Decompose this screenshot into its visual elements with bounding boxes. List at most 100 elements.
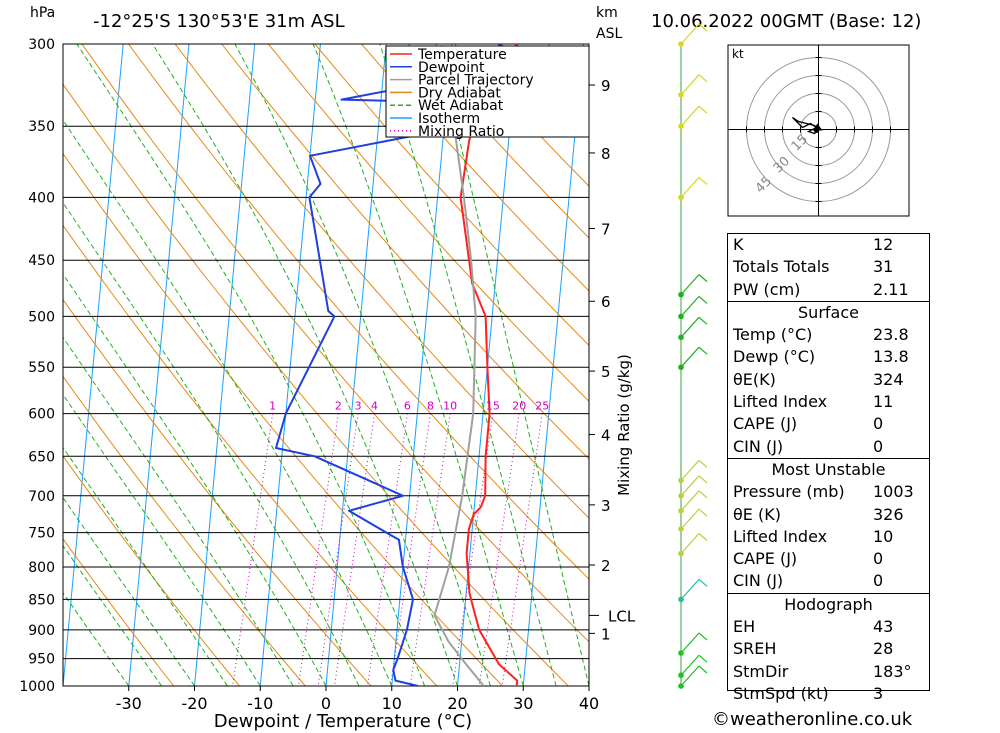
pw-row: PW (cm) 2.11 xyxy=(733,279,909,299)
wet-adiabat-line xyxy=(76,44,426,686)
dry-adiabat-line xyxy=(407,44,589,239)
wind-level-marker xyxy=(678,477,684,484)
pressure-tick-label: 850 xyxy=(28,592,55,608)
wind-barb xyxy=(680,274,700,296)
wind-barb-flag xyxy=(698,74,708,83)
k-index-row: K 12 xyxy=(733,235,894,254)
height-km-label: 5 xyxy=(601,363,611,381)
isotherm-line xyxy=(128,44,190,686)
mixing-ratio-label: 6 xyxy=(404,400,411,413)
legend-label: Mixing Ratio xyxy=(418,124,504,140)
wind-level-marker xyxy=(678,596,684,603)
hodograph-stats-section: Hodograph EH 43 SREH 28 StmDir 183° StmSpd … xyxy=(728,592,929,705)
wind-level-marker xyxy=(678,334,684,341)
mixing-ratio-label: 2 xyxy=(335,400,342,413)
wind-profile xyxy=(678,23,708,689)
mixing-ratio-label: 8 xyxy=(427,400,434,413)
wind-level-marker xyxy=(678,313,684,320)
x-tick-label: 10 xyxy=(382,694,402,713)
surface-title: Surface xyxy=(798,302,859,322)
plot-border xyxy=(62,43,590,687)
height-km-label: 6 xyxy=(601,293,611,311)
legend-label: Parcel Trajectory xyxy=(418,73,534,89)
wind-barb xyxy=(680,632,700,654)
mixing-ratio-line xyxy=(334,413,376,686)
pressure-tick-label: 500 xyxy=(28,309,55,325)
wind-barb-flag xyxy=(698,475,708,484)
wind-level-marker xyxy=(678,508,684,514)
x-tick-label: -20 xyxy=(181,694,207,713)
asl-unit-label: ASL xyxy=(596,26,623,42)
lcl-label: LCL xyxy=(608,607,636,625)
dry-adiabat-line xyxy=(63,537,175,686)
wind-barb xyxy=(680,533,700,554)
pressure-tick-label: 450 xyxy=(28,253,55,269)
legend-label: Dry Adiabat xyxy=(418,85,501,101)
wind-barb xyxy=(680,490,700,512)
hodograph-stats-title: Hodograph xyxy=(784,594,873,614)
wind-barb xyxy=(680,665,700,687)
surface-section: Surface Temp (°C) 23.8 Dewp (°C) 13.8 θE(K… xyxy=(728,300,929,458)
pressure-tick-label: 550 xyxy=(28,360,55,376)
dry-adiabat-line xyxy=(63,224,438,686)
legend-label: Dewpoint xyxy=(418,60,485,76)
wind-barb-flag xyxy=(698,533,708,541)
mixing-ratio-line xyxy=(232,413,274,686)
mixing-ratio-label: 3 xyxy=(355,400,362,413)
wind-level-marker xyxy=(678,493,684,499)
wind-level-marker xyxy=(678,550,684,557)
wind-barb xyxy=(680,508,700,530)
isotherm-line xyxy=(325,44,387,686)
isotherm-line xyxy=(194,44,256,686)
hodograph-trace xyxy=(792,116,819,135)
mixing-ratio-line xyxy=(409,413,451,686)
mixing-ratio-label: 10 xyxy=(443,400,457,413)
wind-barb-flag xyxy=(698,316,708,325)
x-tick-label: -10 xyxy=(247,694,273,713)
pressure-tick-label: 350 xyxy=(28,119,55,135)
plot-frame xyxy=(62,43,590,687)
pressure-tick-label: 600 xyxy=(28,407,55,423)
mixing-ratio-axis-label: Mixing Ratio (g/kg) xyxy=(615,354,633,496)
mixing-ratio-label: 20 xyxy=(512,400,526,413)
x-tick-label: 20 xyxy=(447,694,467,713)
wind-barb-flag xyxy=(698,346,708,355)
most-unstable-section: Most Unstable Pressure (mb) 1003 θE (K) 32… xyxy=(728,457,929,593)
wet-adiabat-line xyxy=(63,496,195,686)
wind-level-marker xyxy=(678,650,684,656)
wet-adiabat-line xyxy=(435,44,589,686)
axes: 3003504004505005506006507007508008509009… xyxy=(19,37,635,732)
parcel-trajectory-line xyxy=(433,44,485,686)
wind-barb xyxy=(680,105,700,127)
wind-barb-flag xyxy=(698,490,708,499)
wind-barb xyxy=(680,346,700,368)
location-title: -12°25'S 130°53'E 31m ASL xyxy=(93,11,345,32)
wet-adiabat-line xyxy=(63,201,360,686)
wind-level-marker xyxy=(678,526,684,532)
wind-barb xyxy=(680,74,700,96)
pressure-tick-label: 950 xyxy=(28,652,55,668)
height-km-label: 2 xyxy=(601,557,611,575)
wind-level-marker xyxy=(678,364,684,371)
hpa-unit-label: hPa xyxy=(30,5,56,21)
wind-barb xyxy=(680,177,700,198)
most-unstable-title: Most Unstable xyxy=(771,459,886,479)
wind-barb-flag xyxy=(698,105,708,114)
totals-row: Totals Totals 31 xyxy=(733,257,894,277)
wind-barb xyxy=(680,475,700,497)
x-axis-label: Dewpoint / Temperature (°C) xyxy=(214,711,472,732)
copyright-link[interactable]: ©weatheronline.co.uk xyxy=(712,709,913,730)
isotherm-line xyxy=(63,44,124,686)
wind-barb-flag xyxy=(698,295,708,304)
dry-adiabat-line xyxy=(81,44,589,643)
wind-level-marker xyxy=(678,683,684,689)
wind-level-marker xyxy=(678,92,684,98)
mixing-ratio-label: 4 xyxy=(371,400,378,413)
pressure-tick-label: 900 xyxy=(28,623,55,639)
pressure-tick-label: 1000 xyxy=(19,679,55,695)
dry-adiabat-line xyxy=(63,298,372,686)
wind-barb xyxy=(680,578,700,600)
wet-adiabat-line xyxy=(152,44,458,686)
legend-box xyxy=(385,45,590,138)
